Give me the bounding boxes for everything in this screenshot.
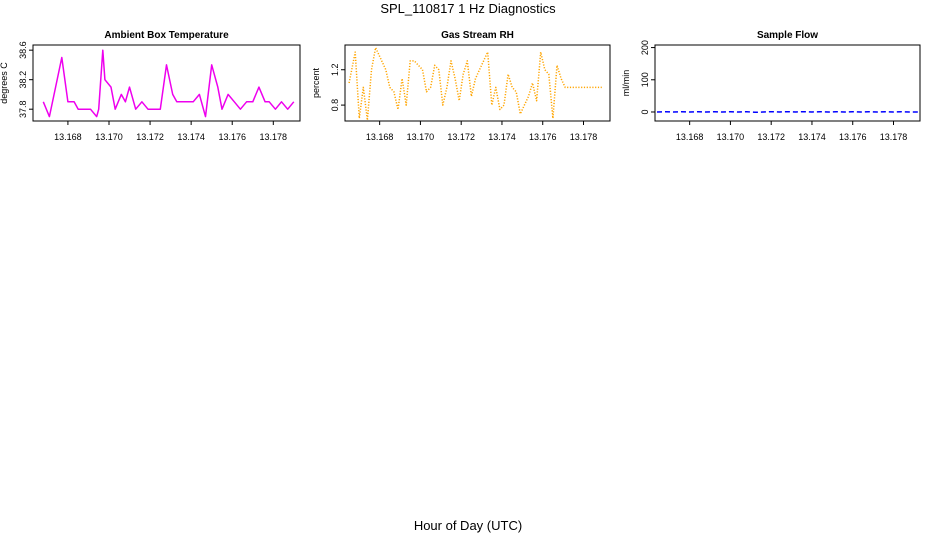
chart-title: Sample Flow <box>757 30 818 41</box>
x-tick-label: 13.178 <box>570 132 598 142</box>
y-tick-label: 38.2 <box>18 71 28 89</box>
plot-frame <box>344 44 611 122</box>
x-tick-label: 13.176 <box>218 132 246 142</box>
x-axis-label: Hour of Day (UTC) <box>413 518 523 533</box>
series-line <box>656 110 918 114</box>
y-tick-label: 100 <box>640 72 650 87</box>
x-tick-label: 13.174 <box>177 132 205 142</box>
page-title: SPL_110817 1 Hz Diagnostics <box>380 1 556 16</box>
chart-title: Gas Stream RH <box>441 30 514 41</box>
x-tick-label: 13.168 <box>54 132 82 142</box>
y-tick-label: 0.8 <box>330 99 340 112</box>
series-line <box>42 49 295 118</box>
x-tick-label: 13.178 <box>880 132 908 142</box>
series-line <box>348 46 602 121</box>
chart-panel-3: Sample Flow ml/min 0 100 200 13.168 13.170 13.1… <box>621 30 921 142</box>
y-tick-label: 200 <box>640 40 650 55</box>
y-tick-label: 0 <box>640 109 650 114</box>
chart-panel-1: Ambient Box Temperature degrees C 37.8 38.2… <box>0 30 301 142</box>
x-tick-label: 13.172 <box>447 132 475 142</box>
x-tick-label: 13.168 <box>676 132 704 142</box>
y-tick-label: 38.6 <box>18 41 28 59</box>
x-tick-label: 13.172 <box>136 132 164 142</box>
x-tick-label: 13.176 <box>839 132 867 142</box>
y-axis-label: degrees C <box>0 62 9 104</box>
y-tick-label: 1.2 <box>330 63 340 76</box>
plot-frame <box>32 44 301 122</box>
y-axis-label: ml/min <box>621 70 631 97</box>
x-tick-label: 13.170 <box>95 132 123 142</box>
x-tick-label: 13.170 <box>407 132 435 142</box>
x-tick-label: 13.172 <box>757 132 785 142</box>
x-tick-label: 13.168 <box>366 132 394 142</box>
y-tick-label: 37.8 <box>18 100 28 118</box>
chart-panel-2: Gas Stream RH percent 0.8 1.2 13.168 13.170 13… <box>311 30 611 142</box>
x-tick-label: 13.176 <box>529 132 557 142</box>
x-tick-label: 13.178 <box>260 132 288 142</box>
y-axis-label: percent <box>311 67 321 98</box>
x-tick-label: 13.174 <box>798 132 826 142</box>
plot-frame <box>654 44 921 122</box>
chart-title: Ambient Box Temperature <box>104 30 229 41</box>
x-tick-label: 13.174 <box>488 132 516 142</box>
x-tick-label: 13.170 <box>717 132 745 142</box>
